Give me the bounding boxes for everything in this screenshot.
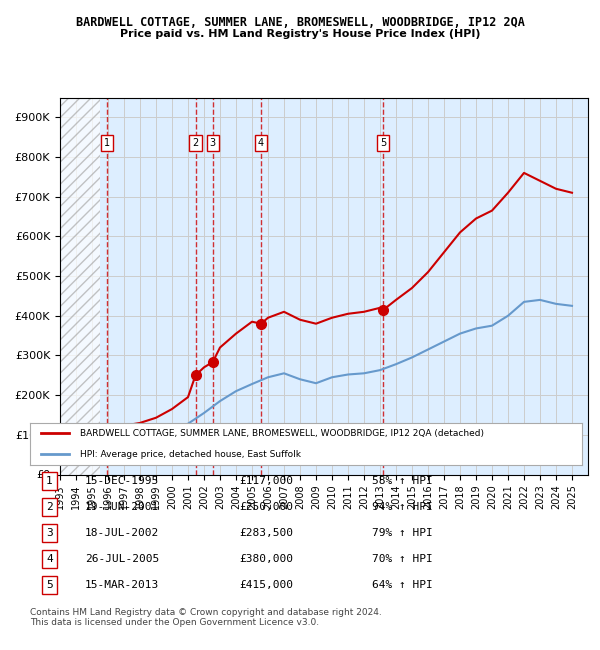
Text: 5: 5 bbox=[46, 580, 53, 590]
Text: £415,000: £415,000 bbox=[240, 580, 294, 590]
Text: 2: 2 bbox=[46, 502, 53, 512]
Text: 1: 1 bbox=[104, 138, 110, 148]
Text: Price paid vs. HM Land Registry's House Price Index (HPI): Price paid vs. HM Land Registry's House … bbox=[120, 29, 480, 39]
Text: 4: 4 bbox=[258, 138, 264, 148]
Text: 5: 5 bbox=[380, 138, 386, 148]
Text: 64% ↑ HPI: 64% ↑ HPI bbox=[372, 580, 433, 590]
Text: 58% ↑ HPI: 58% ↑ HPI bbox=[372, 476, 433, 486]
Text: 19-JUN-2001: 19-JUN-2001 bbox=[85, 502, 160, 512]
Text: £117,000: £117,000 bbox=[240, 476, 294, 486]
Text: 15-DEC-1995: 15-DEC-1995 bbox=[85, 476, 160, 486]
Text: 3: 3 bbox=[210, 138, 216, 148]
Text: BARDWELL COTTAGE, SUMMER LANE, BROMESWELL, WOODBRIDGE, IP12 2QA (detached): BARDWELL COTTAGE, SUMMER LANE, BROMESWEL… bbox=[80, 428, 484, 437]
Text: BARDWELL COTTAGE, SUMMER LANE, BROMESWELL, WOODBRIDGE, IP12 2QA: BARDWELL COTTAGE, SUMMER LANE, BROMESWEL… bbox=[76, 16, 524, 29]
Text: 1: 1 bbox=[46, 476, 53, 486]
Text: 3: 3 bbox=[46, 528, 53, 538]
Text: 4: 4 bbox=[46, 554, 53, 564]
Text: Contains HM Land Registry data © Crown copyright and database right 2024.
This d: Contains HM Land Registry data © Crown c… bbox=[30, 608, 382, 627]
Text: 18-JUL-2002: 18-JUL-2002 bbox=[85, 528, 160, 538]
Text: £250,000: £250,000 bbox=[240, 502, 294, 512]
Text: £380,000: £380,000 bbox=[240, 554, 294, 564]
Text: 94% ↑ HPI: 94% ↑ HPI bbox=[372, 502, 433, 512]
Text: 70% ↑ HPI: 70% ↑ HPI bbox=[372, 554, 433, 564]
Bar bbox=[60, 98, 100, 474]
Text: 26-JUL-2005: 26-JUL-2005 bbox=[85, 554, 160, 564]
Text: HPI: Average price, detached house, East Suffolk: HPI: Average price, detached house, East… bbox=[80, 450, 301, 459]
Text: £283,500: £283,500 bbox=[240, 528, 294, 538]
Text: 15-MAR-2013: 15-MAR-2013 bbox=[85, 580, 160, 590]
Text: 2: 2 bbox=[193, 138, 199, 148]
Text: 79% ↑ HPI: 79% ↑ HPI bbox=[372, 528, 433, 538]
